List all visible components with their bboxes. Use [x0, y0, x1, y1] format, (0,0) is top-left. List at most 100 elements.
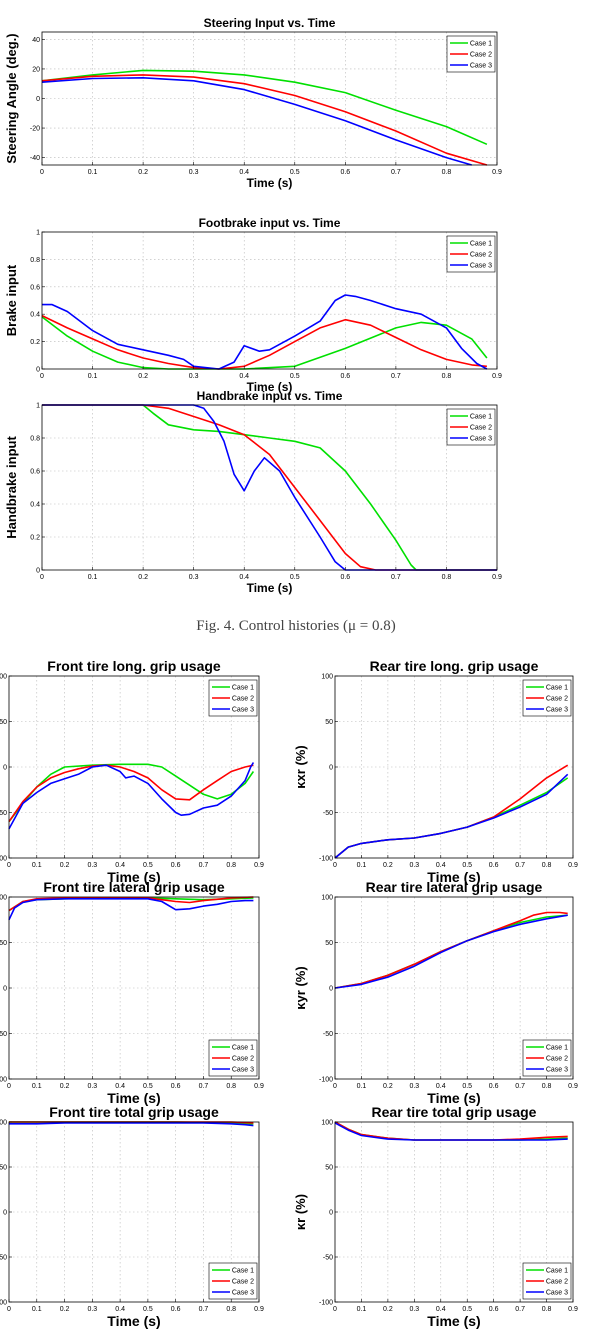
legend-label-1: Case 1: [232, 1045, 254, 1052]
chart-title: Front tire long. grip usage: [47, 658, 221, 674]
x-tick-label: 0.5: [290, 574, 300, 581]
x-tick-label: 0.7: [515, 862, 525, 869]
x-axis-label: Time (s): [107, 1313, 160, 1329]
chart-title: Rear tire long. grip usage: [370, 658, 539, 674]
y-tick-label: 100: [0, 895, 7, 902]
x-tick-label: 0.1: [32, 862, 42, 869]
x-tick-label: 0.2: [138, 373, 148, 380]
x-tick-label: 0.3: [189, 373, 199, 380]
x-tick-label: 0.9: [492, 169, 502, 176]
x-axis-label: Time (s): [247, 380, 293, 394]
y-tick-label: 0: [329, 986, 333, 993]
x-tick-label: 0: [7, 1306, 11, 1313]
x-tick-label: 0.4: [239, 574, 249, 581]
x-tick-label: 0.7: [391, 373, 401, 380]
legend-label-1: Case 1: [546, 685, 568, 692]
series-line-1: [334, 914, 568, 989]
y-tick-label: 0: [3, 986, 7, 993]
y-tick-label: 0: [3, 1210, 7, 1217]
x-tick-label: 0: [333, 862, 337, 869]
chart-title: Handbrake input vs. Time: [197, 389, 343, 403]
x-tick-label: 0.8: [226, 1306, 236, 1313]
x-tick-label: 0.4: [239, 373, 249, 380]
x-tick-label: 0.1: [88, 169, 98, 176]
legend-label-2: Case 2: [470, 425, 492, 432]
x-tick-label: 0.3: [87, 1083, 97, 1090]
x-tick-label: 0.3: [409, 1083, 419, 1090]
x-tick-label: 0.2: [60, 1306, 70, 1313]
x-tick-label: 0.7: [515, 1306, 525, 1313]
series-line-3: [8, 897, 254, 921]
x-tick-label: 0.6: [489, 862, 499, 869]
y-tick-label: 1: [36, 403, 40, 410]
legend-label-1: Case 1: [546, 1045, 568, 1052]
x-tick-label: 0: [333, 1306, 337, 1313]
x-tick-label: 0.2: [60, 862, 70, 869]
legend-label-1: Case 1: [546, 1268, 568, 1275]
legend-label-1: Case 1: [470, 414, 492, 421]
legend-label-2: Case 2: [232, 696, 254, 703]
x-tick-label: 0.9: [254, 862, 264, 869]
x-tick-label: 0.6: [171, 862, 181, 869]
y-tick-label: 0: [3, 765, 7, 772]
y-axis-label: Brake input: [4, 264, 19, 336]
y-tick-label: -100: [0, 856, 7, 863]
legend-label-1: Case 1: [232, 1268, 254, 1275]
y-tick-label: 100: [0, 1120, 7, 1127]
y-tick-label: 100: [321, 674, 333, 681]
y-tick-label: -100: [0, 1077, 7, 1084]
x-tick-label: 0.4: [115, 1083, 125, 1090]
x-tick-label: 0.3: [409, 1306, 419, 1313]
legend-label-3: Case 3: [546, 707, 568, 714]
y-axis-label: κyr (%): [293, 966, 308, 1009]
y-tick-label: 0.4: [30, 312, 40, 319]
y-tick-label: -50: [0, 810, 7, 817]
legend-label-2: Case 2: [546, 1056, 568, 1063]
x-tick-label: 0.6: [171, 1306, 181, 1313]
x-tick-label: 0.6: [171, 1083, 181, 1090]
x-tick-label: 0.1: [357, 1306, 367, 1313]
legend: Case 1 Case 2 Case 3: [446, 408, 496, 446]
series-line-3: [334, 1122, 568, 1141]
x-tick-label: 0.1: [357, 862, 367, 869]
x-tick-label: 0: [333, 1083, 337, 1090]
legend: Case 1 Case 2 Case 3: [522, 679, 572, 717]
chart-title: Rear tire lateral grip usage: [366, 879, 543, 895]
y-tick-label: -50: [323, 810, 333, 817]
y-tick-label: 0.8: [30, 257, 40, 264]
y-tick-label: 0.2: [30, 339, 40, 346]
series-line-2: [8, 764, 254, 823]
x-tick-label: 0.5: [290, 373, 300, 380]
legend: Case 1 Case 2 Case 3: [522, 1262, 572, 1300]
series-line-3: [42, 294, 488, 370]
legend-label-2: Case 2: [546, 696, 568, 703]
y-tick-label: -50: [323, 1031, 333, 1038]
series-line-1: [8, 763, 255, 823]
series-line-3: [334, 773, 569, 859]
x-tick-label: 0.1: [32, 1306, 42, 1313]
y-tick-label: 20: [32, 66, 40, 73]
x-tick-label: 0.2: [383, 862, 393, 869]
x-tick-label: 0.8: [226, 862, 236, 869]
series-line-1: [42, 404, 497, 571]
series-line-1: [41, 69, 488, 146]
y-tick-label: 1: [36, 230, 40, 237]
legend-label-3: Case 3: [546, 1290, 568, 1297]
x-tick-label: 0.4: [115, 1306, 125, 1313]
x-tick-label: 0.5: [143, 1083, 153, 1090]
x-tick-label: 0.3: [189, 169, 199, 176]
chart-handbrake: 0 0.1 0.2 0.3 0.4 0.5 0.6 0.7 0.8 0.9 0 0.2 0.4 0.6 0.…: [4, 389, 502, 595]
x-tick-label: 0.7: [199, 1306, 209, 1313]
x-tick-label: 0.6: [489, 1306, 499, 1313]
x-tick-label: 0.9: [254, 1306, 264, 1313]
y-tick-label: 0.2: [30, 535, 40, 542]
x-tick-label: 0.2: [138, 169, 148, 176]
y-tick-label: 50: [0, 940, 7, 947]
x-tick-label: 0.8: [542, 1083, 552, 1090]
x-tick-label: 0.1: [32, 1083, 42, 1090]
x-tick-label: 0: [40, 574, 44, 581]
x-tick-label: 0.6: [489, 1083, 499, 1090]
legend-label-3: Case 3: [470, 263, 492, 270]
figure-caption: Fig. 4. Control histories (μ = 0.8): [196, 618, 396, 634]
